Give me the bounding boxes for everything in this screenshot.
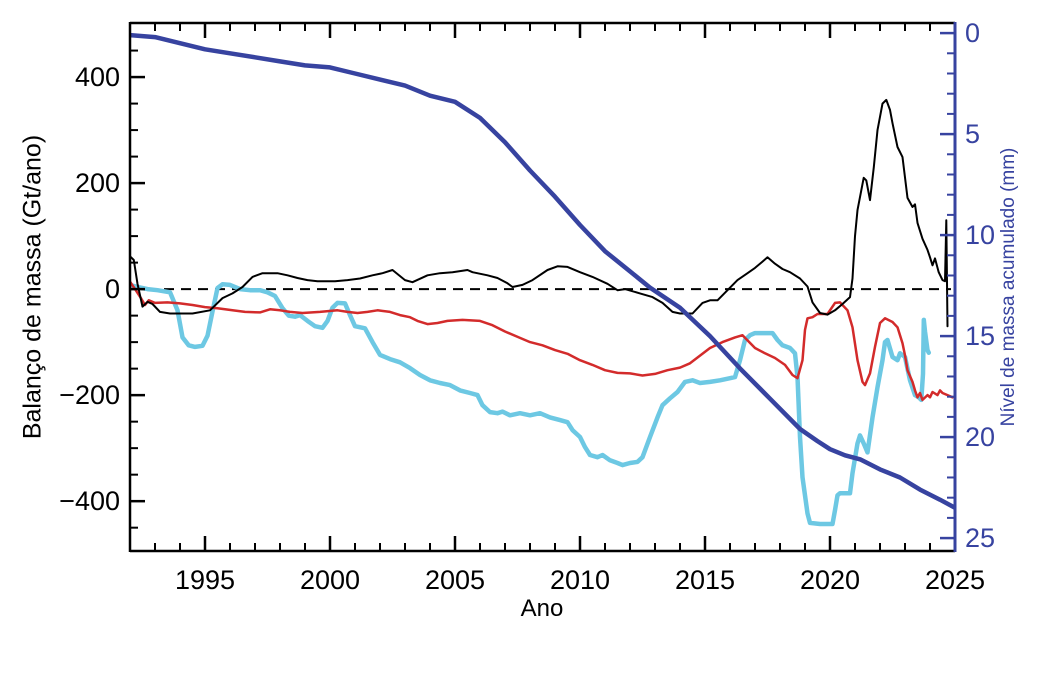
- y-right-tick-label: 5: [965, 119, 980, 149]
- x-axis-title: Ano: [520, 595, 564, 622]
- y-left-tick-label: 0: [105, 274, 120, 304]
- x-tick-label: 2005: [425, 565, 485, 595]
- x-tick-label: 2020: [800, 565, 860, 595]
- y-right-tick-label: 15: [965, 321, 995, 351]
- y-left-tick-label: −400: [59, 486, 120, 516]
- y-right-tick-label: 20: [965, 422, 995, 452]
- y-right-tick-label: 25: [965, 523, 995, 553]
- y-left-tick-label: 400: [75, 62, 120, 92]
- y-left-tick-label: −200: [59, 380, 120, 410]
- y-axis-title-left: Balanço de massa (Gt/ano): [18, 134, 47, 440]
- series-line-mass-balance-black: [129, 98, 949, 328]
- series-line-mass-balance-red: [129, 280, 954, 402]
- x-tick-label: 2010: [550, 565, 610, 595]
- y-right-tick-label: 10: [965, 220, 995, 250]
- x-tick-label: 2025: [925, 565, 985, 595]
- x-tick-label: 1995: [175, 565, 235, 595]
- series-line-cumulative-mass-level: [129, 32, 956, 511]
- y-right-tick-label: 0: [965, 18, 980, 48]
- x-tick-label: 2015: [675, 565, 735, 595]
- series-line-mass-balance-cyan: [129, 282, 932, 527]
- y-axis-title-right: Nível de massa acumulado (mm): [998, 147, 1019, 427]
- x-tick-label: 2000: [300, 565, 360, 595]
- y-left-tick-label: 200: [75, 168, 120, 198]
